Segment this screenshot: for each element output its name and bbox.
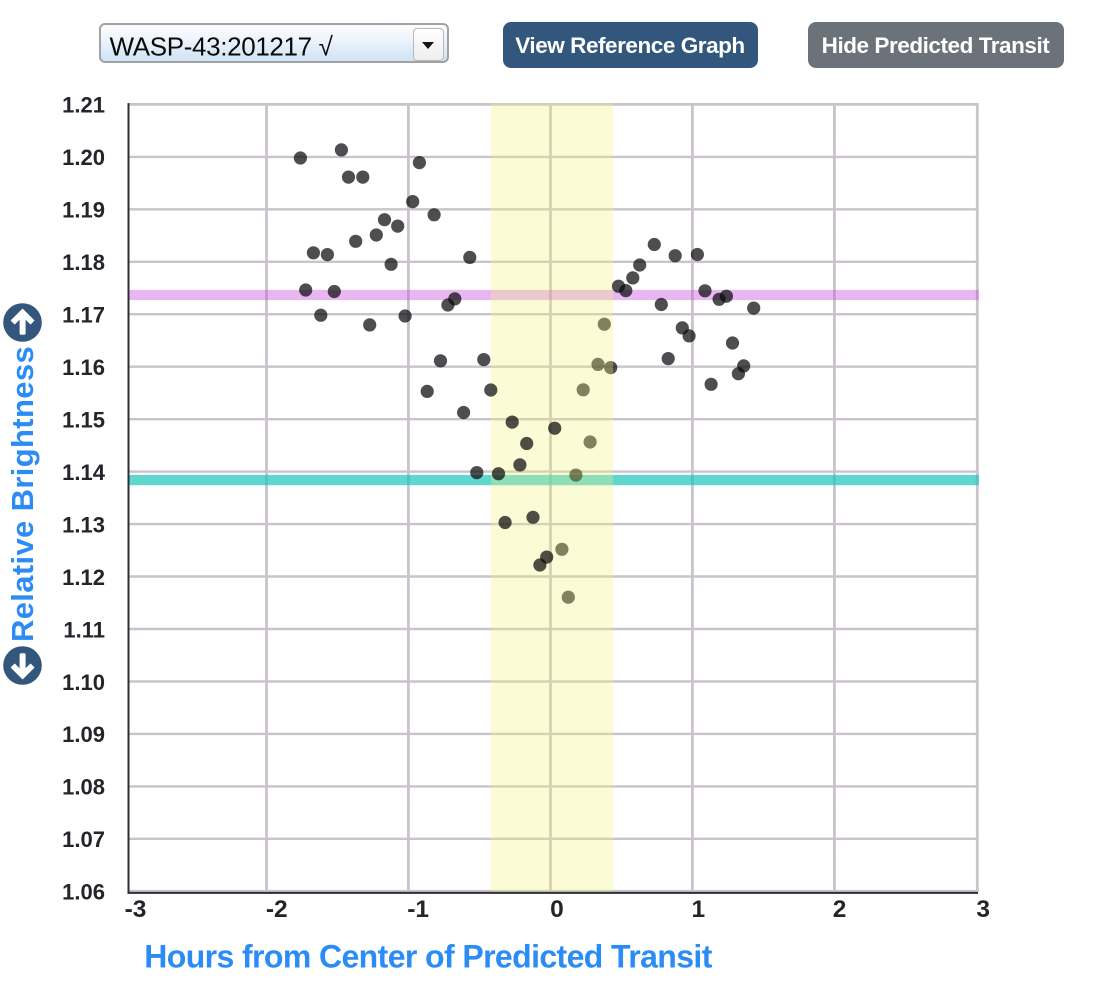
svg-text:1.10: 1.10 bbox=[62, 670, 105, 695]
svg-text:1.09: 1.09 bbox=[62, 722, 105, 747]
svg-text:1.19: 1.19 bbox=[62, 198, 105, 223]
svg-text:-3: -3 bbox=[125, 896, 147, 923]
svg-text:1.08: 1.08 bbox=[62, 775, 105, 800]
svg-text:1.18: 1.18 bbox=[62, 250, 105, 275]
svg-text:1.15: 1.15 bbox=[62, 408, 105, 433]
svg-text:1.07: 1.07 bbox=[62, 827, 105, 852]
svg-text:2: 2 bbox=[833, 896, 847, 923]
svg-text:1.20: 1.20 bbox=[62, 145, 105, 170]
svg-text:0: 0 bbox=[550, 896, 564, 923]
svg-text:1.17: 1.17 bbox=[62, 303, 105, 328]
svg-text:-2: -2 bbox=[266, 896, 288, 923]
svg-text:1.12: 1.12 bbox=[62, 565, 105, 590]
svg-text:1.21: 1.21 bbox=[62, 93, 105, 118]
svg-text:-1: -1 bbox=[407, 896, 429, 923]
svg-text:1: 1 bbox=[691, 896, 705, 923]
svg-text:1.11: 1.11 bbox=[63, 617, 105, 642]
svg-text:1.06: 1.06 bbox=[62, 880, 105, 905]
svg-text:1.13: 1.13 bbox=[62, 512, 105, 537]
svg-text:1.16: 1.16 bbox=[62, 355, 105, 380]
svg-text:1.14: 1.14 bbox=[62, 460, 106, 485]
svg-text:3: 3 bbox=[976, 896, 990, 923]
